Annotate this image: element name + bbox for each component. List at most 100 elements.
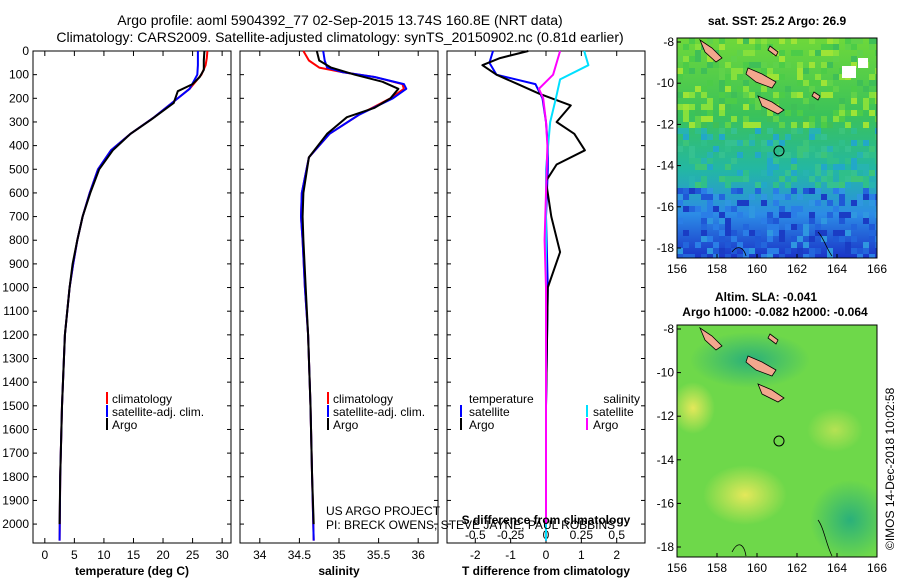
sst-pixel xyxy=(815,200,821,206)
sst-pixel xyxy=(719,44,725,50)
sst-pixel xyxy=(677,74,683,80)
sst-pixel xyxy=(719,68,725,74)
sst-pixel xyxy=(749,50,755,56)
sst-pixel xyxy=(803,224,809,230)
x-tick-label: 15 xyxy=(127,548,141,562)
sst-pixel xyxy=(743,122,749,128)
island-shape xyxy=(699,38,723,63)
sst-pixel xyxy=(725,242,731,248)
map-lat-label: -16 xyxy=(657,496,675,510)
sst-pixel xyxy=(737,242,743,248)
x-tick-label: 35.5 xyxy=(367,548,391,562)
island-shape xyxy=(767,333,779,345)
sst-pixel xyxy=(827,122,833,128)
sst-pixel xyxy=(845,230,851,236)
sst-pixel xyxy=(797,194,803,200)
sst-pixel xyxy=(833,188,839,194)
sst-pixel xyxy=(797,224,803,230)
sst-pixel xyxy=(845,182,851,188)
sst-pixel xyxy=(683,254,689,258)
sst-pixel xyxy=(839,128,845,134)
sst-pixel xyxy=(719,248,725,254)
depth-tick-label: 1300 xyxy=(2,352,29,366)
sst-pixel xyxy=(695,182,701,188)
sst-pixel xyxy=(809,86,815,92)
sst-pixel xyxy=(755,236,761,242)
sst-pixel xyxy=(797,122,803,128)
sst-pixel xyxy=(821,194,827,200)
sst-pixel xyxy=(815,182,821,188)
sst-pixel xyxy=(833,116,839,122)
sst-pixel xyxy=(707,218,713,224)
sst-pixel xyxy=(827,80,833,86)
sst-pixel xyxy=(803,116,809,122)
difference-legend-temperature: temperature satellite Argo xyxy=(460,392,534,432)
sst-pixel xyxy=(791,50,797,56)
sst-pixel xyxy=(773,224,779,230)
x-tick-label: 34 xyxy=(253,548,267,562)
sst-pixel xyxy=(797,146,803,152)
sst-pixel xyxy=(689,182,695,188)
sst-pixel xyxy=(839,236,845,242)
sst-pixel xyxy=(701,128,707,134)
sst-pixel xyxy=(707,56,713,62)
sst-pixel xyxy=(851,110,857,116)
sst-pixel xyxy=(839,200,845,206)
sla-map-title-2: Argo h1000: -0.082 h2000: -0.064 xyxy=(682,305,868,319)
sst-pixel xyxy=(785,182,791,188)
series-line-t-argo xyxy=(481,50,586,525)
sst-pixel xyxy=(755,128,761,134)
sst-pixel xyxy=(725,206,731,212)
sst-pixel xyxy=(695,44,701,50)
sst-pixel xyxy=(869,110,875,116)
sst-pixel xyxy=(875,200,877,206)
sst-pixel xyxy=(869,254,875,258)
sst-pixel xyxy=(827,152,833,158)
sst-pixel xyxy=(779,236,785,242)
sst-pixel xyxy=(809,92,815,98)
sst-pixel xyxy=(761,194,767,200)
sst-pixel xyxy=(821,236,827,242)
island-shape xyxy=(811,91,821,101)
sst-pixel xyxy=(785,212,791,218)
sst-pixel xyxy=(761,68,767,74)
sst-pixel xyxy=(857,194,863,200)
sst-pixel xyxy=(857,200,863,206)
sst-pixel xyxy=(851,224,857,230)
sst-pixel xyxy=(725,80,731,86)
sst-pixel xyxy=(707,200,713,206)
sst-pixel xyxy=(821,218,827,224)
sst-pixel xyxy=(713,194,719,200)
sst-pixel xyxy=(779,140,785,146)
sst-pixel xyxy=(689,146,695,152)
sst-pixel xyxy=(749,194,755,200)
sst-pixel xyxy=(857,248,863,254)
sst-pixel xyxy=(701,188,707,194)
depth-tick-label: 1200 xyxy=(2,328,29,342)
map-lon-label: 160 xyxy=(747,561,767,575)
depth-axis: 0 100 200 300 400 500 600 700 800 900 1000 1100 1200… xyxy=(2,44,29,531)
map-lon-label: 162 xyxy=(787,262,807,276)
sst-pixel xyxy=(851,164,857,170)
sst-pixel xyxy=(767,116,773,122)
sst-pixel xyxy=(869,170,875,176)
sst-pixel xyxy=(833,164,839,170)
sst-pixel xyxy=(761,62,767,68)
sst-pixel xyxy=(761,38,767,44)
sst-pixel xyxy=(755,152,761,158)
sst-pixel xyxy=(767,158,773,164)
island-shape xyxy=(757,95,785,115)
x-tick-label: 5 xyxy=(71,548,78,562)
depth-tick-label: 1700 xyxy=(2,446,29,460)
sst-pixel xyxy=(767,68,773,74)
temperature-xlabel: temperature (deg C) xyxy=(75,564,189,578)
sst-pixel xyxy=(809,128,815,134)
sst-pixel xyxy=(737,176,743,182)
missing-data-patch xyxy=(842,66,856,78)
sst-pixel xyxy=(755,242,761,248)
sst-pixel xyxy=(695,188,701,194)
sst-pixel xyxy=(731,98,737,104)
sst-pixel xyxy=(839,104,845,110)
sst-pixel xyxy=(821,80,827,86)
sst-pixel xyxy=(869,224,875,230)
